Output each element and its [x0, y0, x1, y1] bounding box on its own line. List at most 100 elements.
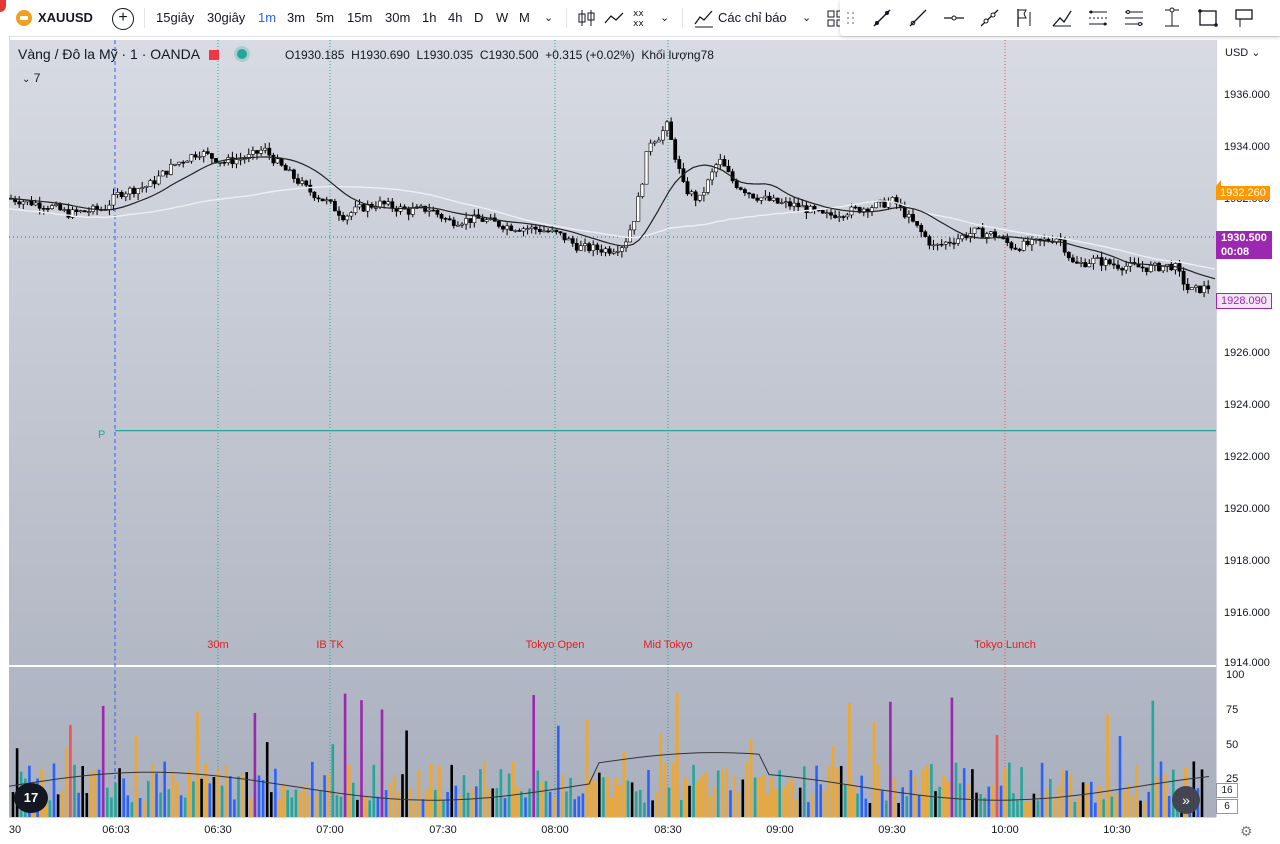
volume-bar [1032, 793, 1036, 817]
candle-body [78, 210, 83, 213]
candle-body [320, 198, 325, 202]
symbol-title[interactable]: Vàng / Đô la Mỹ · 1 · OANDA [18, 46, 200, 62]
interval-1h[interactable]: 1h [422, 10, 437, 25]
volume-bar [1069, 773, 1073, 817]
candle-body [296, 178, 300, 184]
candle-body [939, 243, 944, 246]
line-chart-type-icon[interactable] [602, 6, 626, 30]
volume-bar [622, 752, 626, 817]
price-scale[interactable]: USD ⌄ [1216, 40, 1280, 817]
currency-selector[interactable]: USD ⌄ [1225, 46, 1261, 59]
symbol-search-button[interactable]: XAUUSD [38, 10, 93, 25]
volume-bar [1143, 801, 1146, 817]
volume-bar [532, 695, 535, 817]
volume-bar [774, 788, 777, 817]
candles-chart-type-icon[interactable] [574, 6, 598, 30]
drag-handle-icon[interactable] [846, 10, 856, 26]
volume-bar [380, 709, 384, 817]
rectangle-icon[interactable] [1196, 6, 1220, 30]
candle-body [533, 226, 538, 230]
volume-bar [1131, 795, 1134, 817]
price-tick: 1926.000 [1224, 347, 1270, 359]
volume-bar [1126, 784, 1130, 817]
interval-4h[interactable]: 4h [448, 10, 463, 25]
currency-chevron-icon[interactable]: ⌄ [1251, 47, 1261, 59]
indicators-button[interactable]: Các chỉ báo [718, 10, 787, 25]
flag-icon[interactable] [209, 50, 220, 60]
candle-body [1206, 285, 1211, 290]
compare-symbol-icon[interactable]: + [112, 8, 134, 30]
volume-bar [138, 798, 142, 817]
volume-bar [778, 770, 781, 817]
interval-dropdown-chevron-icon[interactable]: ⌄ [544, 12, 554, 24]
volume-bar [651, 800, 654, 817]
candle-body [238, 158, 243, 161]
market-status-icon[interactable] [237, 49, 248, 59]
candle-body [751, 193, 756, 199]
candle-body [107, 204, 112, 210]
volume-bar [876, 764, 880, 817]
volume-bar [815, 765, 818, 817]
indicators-icon[interactable] [692, 6, 716, 30]
interval-30m[interactable]: 30m [385, 10, 411, 25]
candle-body [919, 225, 924, 233]
candle-body [837, 216, 842, 219]
candle-body [341, 215, 346, 221]
chart-type-chevron-icon[interactable]: ⌄ [660, 12, 670, 24]
indicators-collapse-toggle[interactable]: ⌄ 7 [22, 71, 40, 85]
interval-15m[interactable]: 15m [347, 10, 373, 25]
settings-gear-icon[interactable]: ⚙ [1240, 823, 1253, 839]
volume-bar [917, 795, 921, 817]
candle-body [624, 241, 628, 249]
indicators-chevron-icon[interactable]: ⌄ [802, 12, 812, 24]
tradingview-logo[interactable]: 17 [14, 783, 48, 813]
candle-body [1062, 239, 1067, 253]
interval-3m[interactable]: 3m [287, 10, 306, 25]
interval-W[interactable]: W [496, 10, 509, 25]
trend-line-icon[interactable] [870, 6, 894, 30]
pitchfork-icon[interactable] [1160, 6, 1184, 30]
volume-bar [183, 797, 187, 817]
volume-bar [991, 784, 995, 817]
interval-D[interactable]: D [474, 10, 484, 25]
price-tick: 1914.000 [1224, 657, 1270, 669]
volume-bar [671, 762, 675, 817]
time-scale[interactable] [9, 817, 1216, 844]
volume-bar [987, 786, 991, 817]
interval-30giây[interactable]: 30giây [207, 10, 246, 25]
chevron-down-icon[interactable]: ⌄ [22, 74, 31, 85]
chart-canvas[interactable] [9, 40, 1216, 817]
volume-bar [265, 742, 269, 817]
candle-body [1157, 262, 1161, 272]
time-tick: 06:03 [102, 824, 130, 836]
volume-bar [106, 787, 109, 817]
horizontal-ray-icon[interactable] [942, 6, 966, 30]
volume-bar [286, 790, 289, 817]
brush-icon[interactable] [1050, 6, 1074, 30]
candle-body [1042, 238, 1047, 241]
ray-icon[interactable] [906, 6, 930, 30]
parallel-channel-icon[interactable] [1086, 6, 1110, 30]
volume-bar [1044, 789, 1048, 817]
info-line-icon[interactable] [978, 6, 1002, 30]
volume-bar [372, 764, 376, 817]
scroll-to-realtime-button[interactable]: » [1172, 786, 1200, 814]
candle-body [123, 193, 128, 198]
volume-bar [241, 772, 244, 817]
regression-icon[interactable] [1122, 6, 1146, 30]
currency-label[interactable]: USD [1225, 47, 1249, 59]
candle-body [505, 225, 510, 230]
fib-icon[interactable] [1012, 6, 1036, 30]
volume-bar [585, 719, 589, 817]
callout-icon[interactable] [1232, 6, 1256, 30]
chart-area[interactable] [9, 40, 1216, 817]
chart-legend[interactable]: Vàng / Đô la Mỹ · 1 · OANDA [18, 46, 248, 62]
interval-15giây[interactable]: 15giây [156, 10, 195, 25]
volume-bar [114, 782, 117, 817]
interval-M[interactable]: M [519, 10, 530, 25]
candle-body [287, 169, 292, 172]
interval-5m[interactable]: 5m [316, 10, 335, 25]
interval-1m[interactable]: 1m [258, 10, 277, 25]
volume-bar [1061, 769, 1064, 817]
